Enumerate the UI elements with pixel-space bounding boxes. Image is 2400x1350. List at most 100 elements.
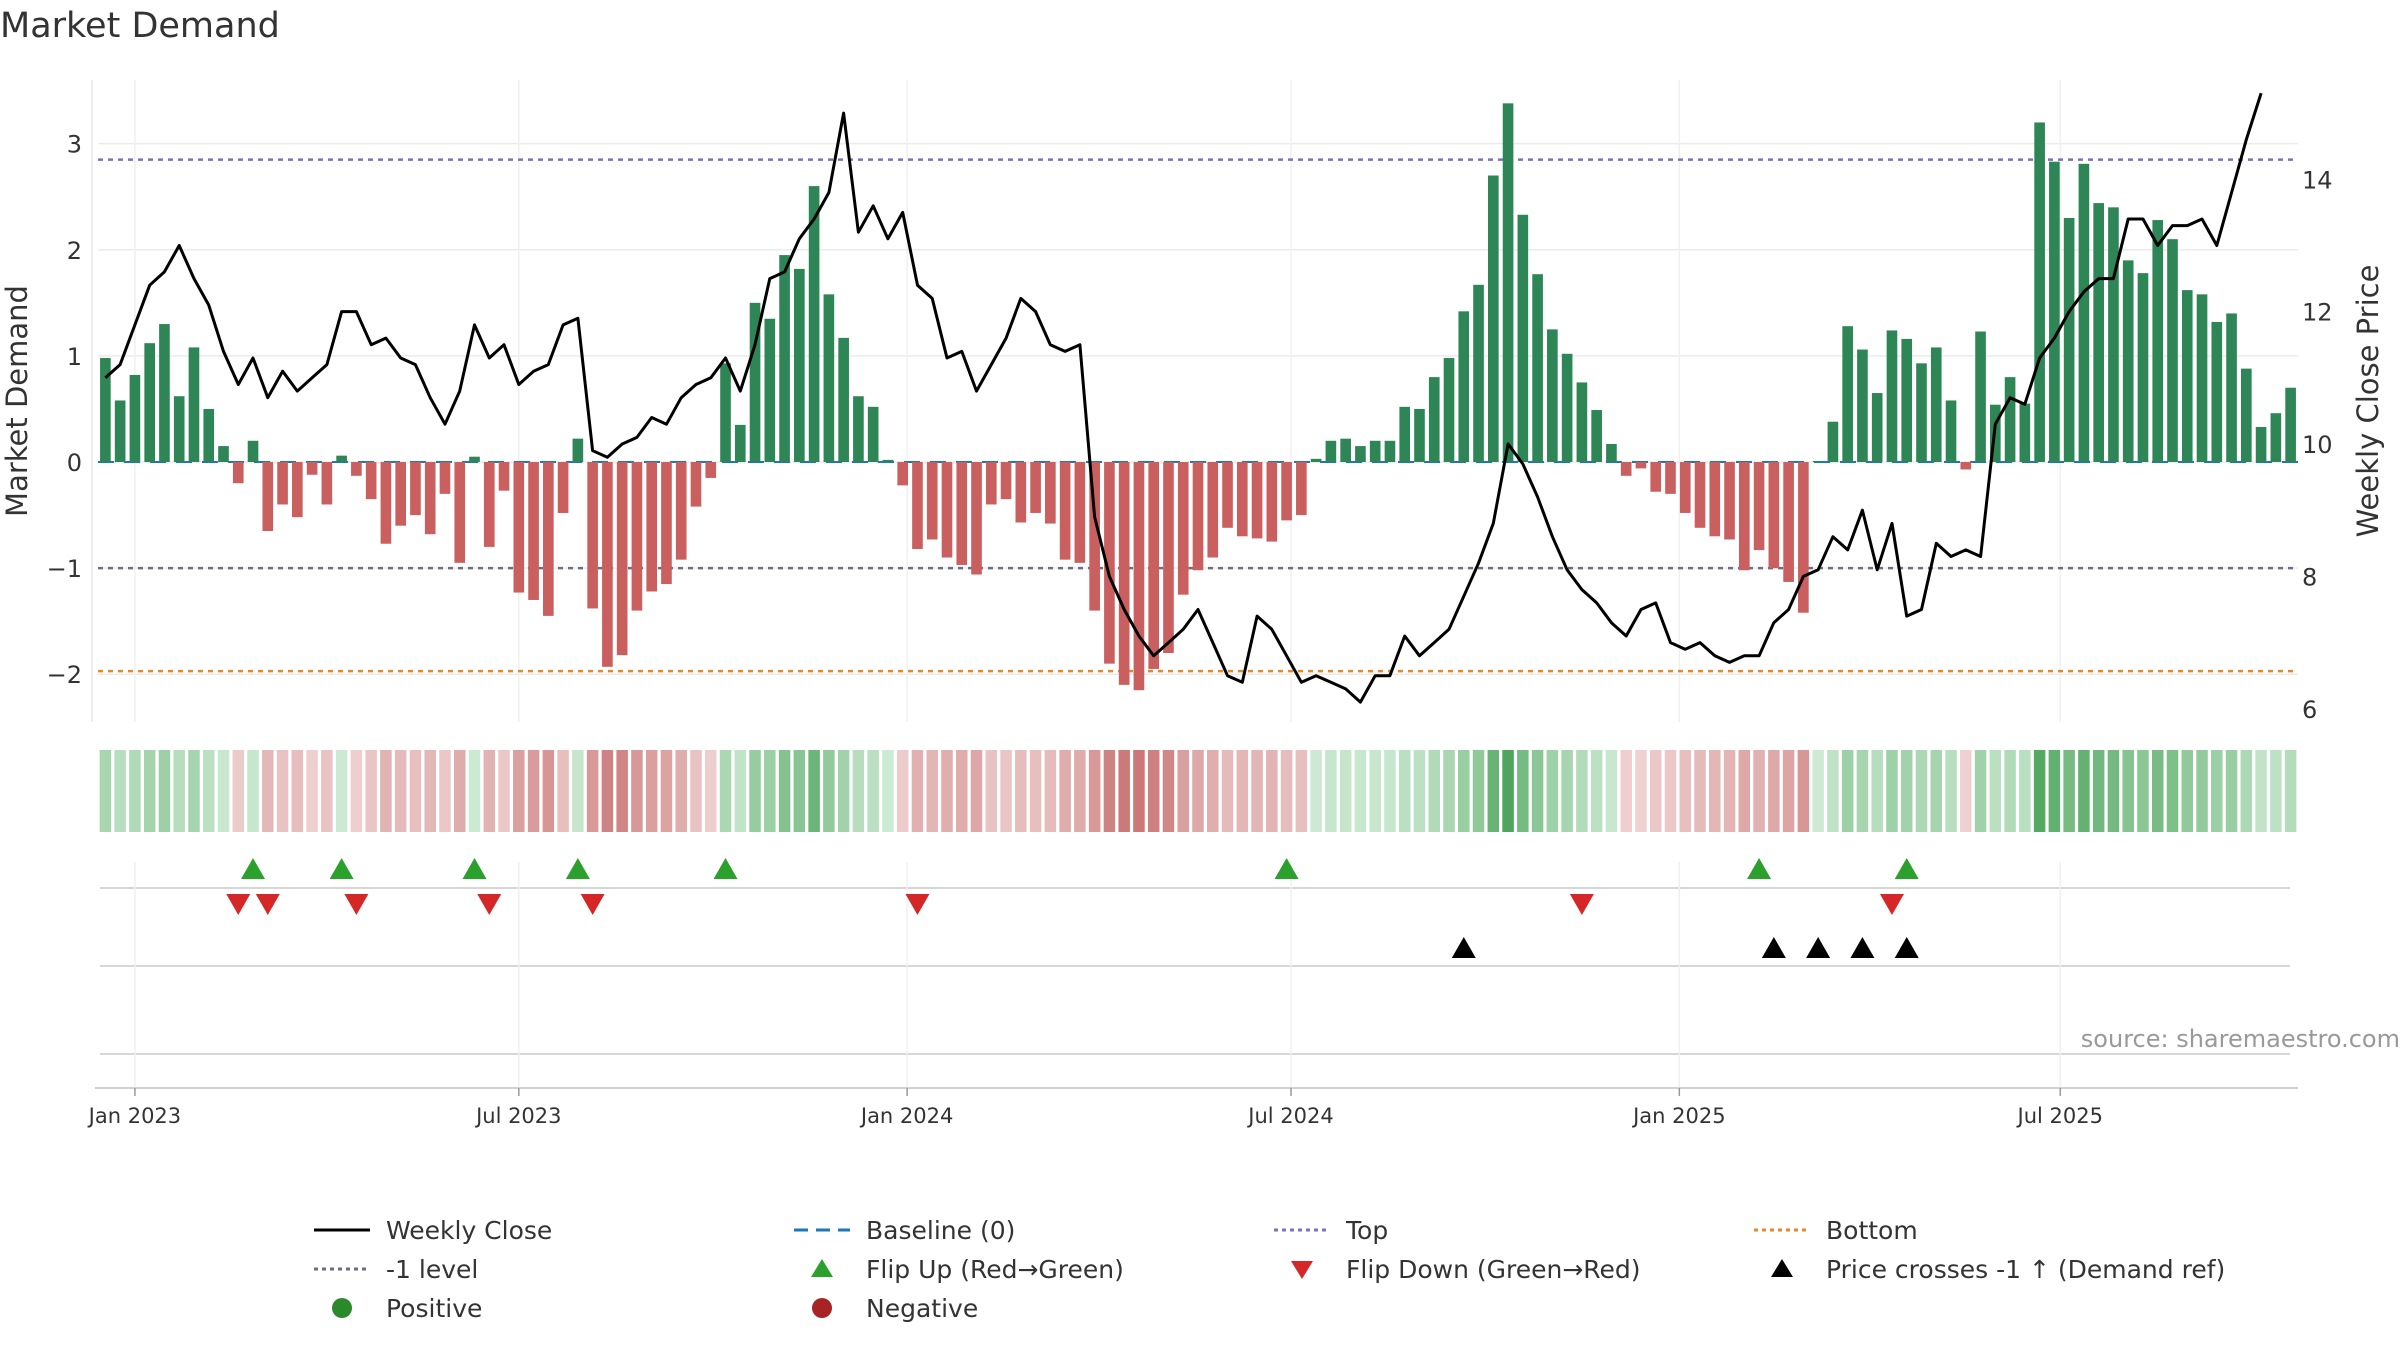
legend-weekly-close: Weekly Close — [310, 1212, 552, 1248]
heat-cell — [1147, 750, 1160, 832]
heat-cell — [1768, 750, 1780, 832]
price-cross-marker — [1451, 937, 1476, 958]
heat-cell — [527, 750, 540, 832]
heat-cell — [823, 750, 835, 832]
flip-up-marker — [1747, 858, 1772, 879]
demand-bar — [351, 462, 362, 476]
heat-cell — [291, 750, 304, 832]
demand-bar — [2255, 426, 2267, 463]
demand-bar — [528, 462, 539, 600]
demand-bar — [734, 424, 746, 463]
heat-cell — [247, 750, 259, 832]
demand-bar — [1266, 462, 1278, 542]
heat-cell — [1576, 750, 1588, 832]
heat-cell — [2078, 750, 2090, 832]
demand-bar — [2241, 368, 2252, 463]
demand-bar — [321, 462, 333, 505]
demand-bar — [823, 294, 835, 463]
demand-bar — [277, 462, 288, 505]
demand-bar — [1871, 393, 1883, 463]
heat-cell — [2092, 750, 2105, 832]
flip-up-marker — [462, 858, 487, 879]
demand-bar — [867, 406, 879, 463]
heat-cell — [1207, 750, 1219, 832]
heat-cell — [719, 750, 732, 832]
legend-label: Flip Up (Red→Green) — [866, 1254, 1124, 1284]
demand-bar — [941, 462, 953, 558]
heat-cell — [262, 750, 274, 832]
demand-bar — [2063, 217, 2075, 463]
demand-bar — [1045, 462, 1056, 524]
demand-bar — [1576, 382, 1588, 463]
heat-cell — [99, 750, 112, 832]
demand-bar — [1399, 406, 1411, 463]
heat-cell — [365, 750, 377, 832]
legend-positive: Positive — [310, 1290, 482, 1326]
flip-up-marker — [241, 858, 266, 879]
heat-cell — [2240, 750, 2253, 832]
heat-cell — [808, 750, 820, 832]
heat-cell — [1930, 750, 1943, 832]
demand-bar — [380, 462, 392, 544]
demand-bar — [2226, 313, 2237, 463]
demand-bar — [1207, 462, 1219, 558]
reference-lines — [98, 158, 2298, 673]
heat-cell — [188, 750, 200, 832]
demand-bar — [1679, 462, 1691, 513]
heat-cell — [468, 750, 481, 832]
heat-cell — [1531, 750, 1544, 832]
heat-cell — [2181, 750, 2194, 832]
demand-bar — [114, 400, 126, 463]
demand-bar — [838, 337, 849, 463]
heat-cell — [173, 750, 185, 832]
heat-cell — [1989, 750, 2002, 832]
demand-bar — [173, 396, 185, 463]
heat-cell — [2019, 750, 2031, 832]
demand-bar — [2049, 161, 2060, 463]
demand-bar — [587, 462, 598, 609]
legend-label: -1 level — [386, 1254, 479, 1284]
demand-bar — [764, 318, 776, 463]
demand-bar — [1030, 462, 1041, 513]
heat-cell — [852, 750, 865, 832]
heat-cell — [896, 750, 909, 832]
right-tick-label: 6 — [2302, 696, 2317, 724]
heat-cell — [1856, 750, 1869, 832]
right-tick-label: 14 — [2302, 166, 2333, 194]
heat-cell — [276, 750, 289, 832]
legend-label: Baseline (0) — [866, 1215, 1016, 1245]
demand-bar — [2270, 413, 2282, 463]
heat-cell — [1871, 750, 1883, 832]
price-cross-marker — [1894, 937, 1919, 958]
heat-cell — [1192, 750, 1204, 832]
heat-cell — [867, 750, 879, 832]
heat-cell — [1590, 750, 1603, 832]
demand-bar — [1133, 462, 1145, 691]
demand-bar — [1089, 462, 1100, 611]
heat-cell — [453, 750, 466, 832]
heat-cell — [2196, 750, 2208, 832]
demand-bar — [2152, 220, 2164, 463]
heat-cell — [1295, 750, 1308, 832]
demand-bar — [1561, 353, 1573, 463]
heat-cell — [129, 750, 141, 832]
heat-cell — [1605, 750, 1618, 832]
demand-bar — [897, 462, 909, 486]
heat-cell — [1709, 750, 1721, 832]
heat-cell — [837, 750, 850, 832]
demand-bar — [1650, 462, 1662, 492]
demand-bar — [1502, 103, 1514, 463]
demand-bar — [1901, 338, 1913, 463]
flip-up-marker — [713, 858, 738, 879]
heat-cell — [764, 750, 776, 832]
legend-flip-down: Flip Down (Green→Red) — [1270, 1251, 1641, 1287]
right-tick-label: 10 — [2302, 431, 2333, 459]
heat-cell — [2004, 750, 2016, 832]
demand-bar — [1015, 462, 1027, 523]
demand-bar — [1192, 462, 1204, 571]
demand-bar — [1812, 460, 1824, 463]
demand-bar — [2034, 122, 2045, 463]
demand-bar — [2019, 403, 2031, 463]
demand-bar — [483, 462, 495, 547]
demand-bar — [1296, 462, 1307, 516]
